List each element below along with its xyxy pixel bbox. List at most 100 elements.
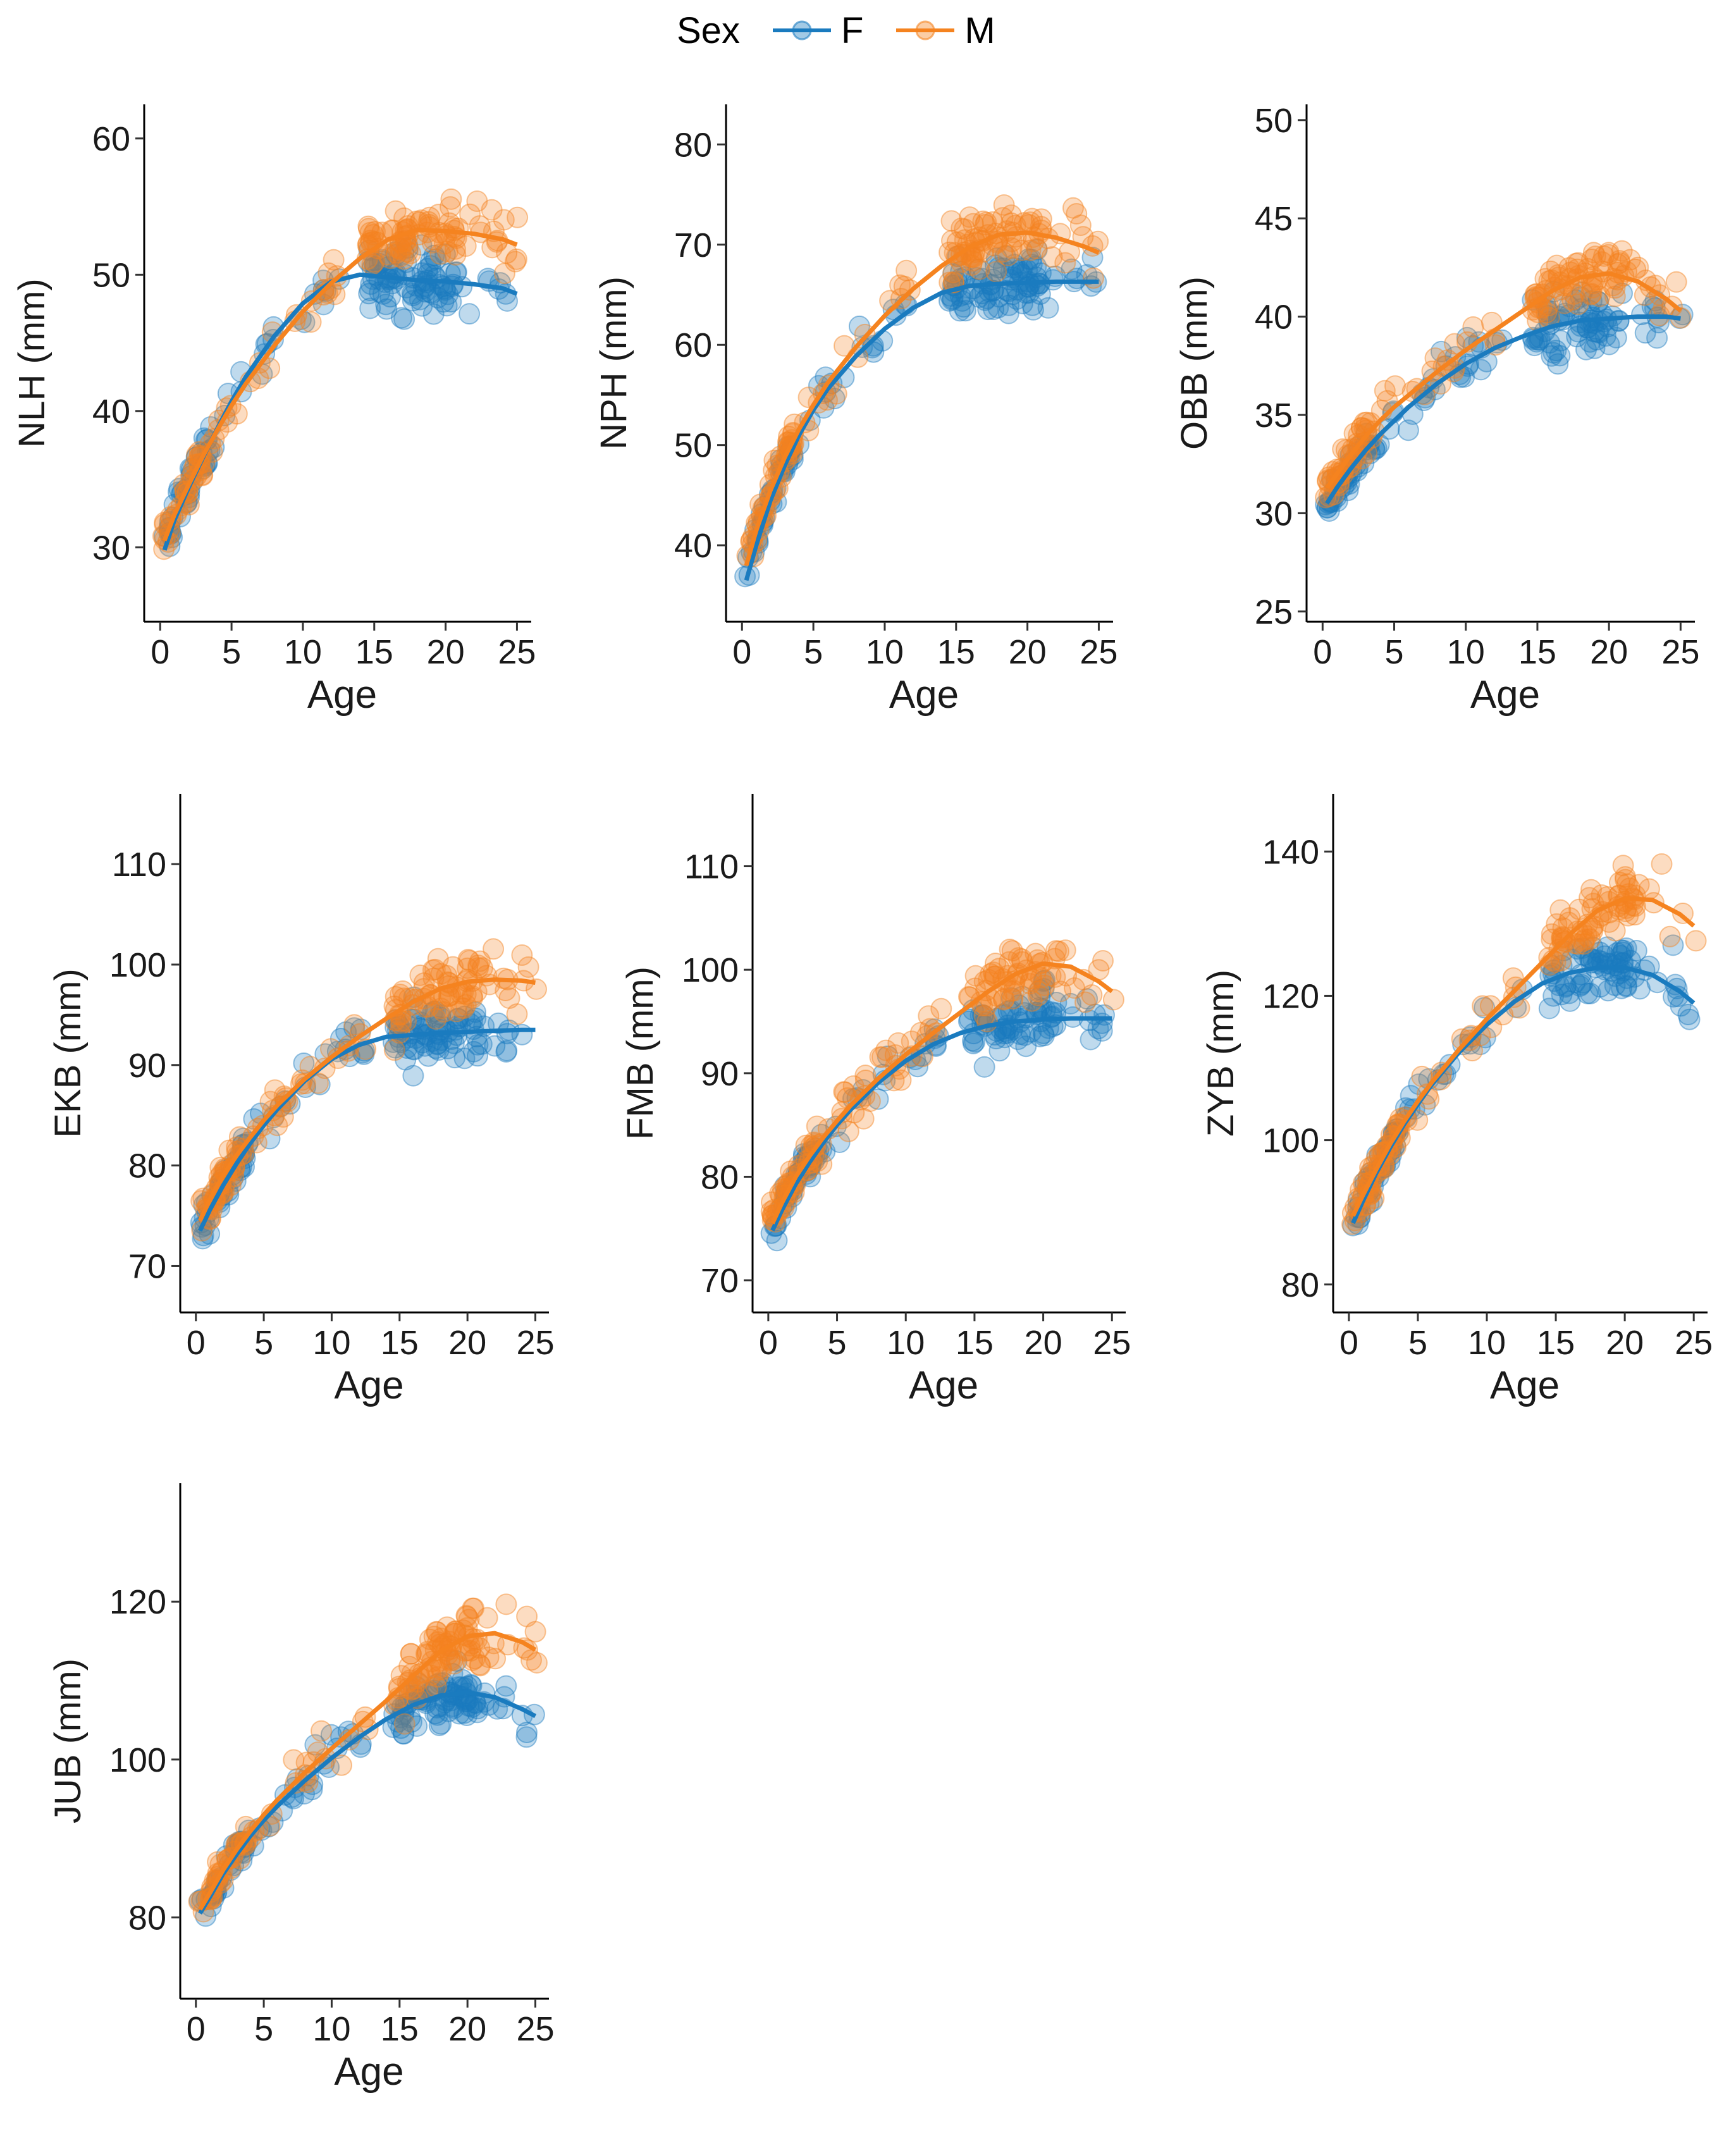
data-point [434, 243, 456, 265]
data-point [1619, 249, 1641, 271]
data-point [427, 947, 449, 970]
data-point [1571, 281, 1593, 303]
x-tick-label: 20 [427, 633, 465, 671]
data-point [1580, 283, 1602, 306]
data-point [423, 1626, 445, 1648]
data-point [520, 1649, 542, 1671]
y-tick-label: 25 [1255, 593, 1293, 631]
data-point [1026, 238, 1048, 261]
points-f [734, 238, 1107, 588]
data-point [1316, 497, 1338, 519]
data-point [833, 1081, 855, 1103]
data-point [397, 237, 419, 259]
fit-line-m [162, 227, 518, 541]
data-point [1337, 479, 1359, 502]
points-m [736, 194, 1109, 567]
data-point [972, 210, 994, 232]
data-point [421, 282, 443, 304]
data-point [1316, 497, 1338, 519]
data-point [311, 1720, 332, 1742]
data-point [390, 238, 412, 261]
data-point [395, 1049, 417, 1071]
data-point [453, 1047, 476, 1070]
data-point [359, 221, 381, 244]
y-tick-label: 45 [1255, 200, 1293, 238]
data-point [988, 257, 1010, 279]
data-point [428, 1039, 450, 1061]
data-point [421, 1002, 443, 1024]
y-axis-title: EKB (mm) [47, 968, 89, 1137]
data-point [1581, 277, 1603, 299]
x-tick-label: 25 [516, 2010, 554, 2048]
data-point [1007, 947, 1030, 969]
data-point [1536, 302, 1558, 324]
data-point [968, 258, 990, 280]
y-tick-label: 80 [128, 1147, 166, 1185]
y-axis-title: OBB (mm) [1174, 276, 1215, 450]
data-point [1029, 979, 1051, 1001]
x-tick-label: 5 [1408, 1324, 1427, 1362]
data-point [445, 244, 467, 266]
data-point [1034, 969, 1056, 991]
x-axis-title: Age [1470, 673, 1540, 717]
data-point [828, 1132, 851, 1153]
data-point [300, 311, 322, 333]
data-point [371, 250, 393, 273]
data-point [459, 203, 481, 225]
data-point [409, 288, 431, 311]
data-point [1004, 254, 1026, 276]
y-tick-label: 35 [1255, 397, 1293, 435]
data-point [504, 250, 526, 273]
data-point [343, 1014, 366, 1036]
data-point [498, 987, 520, 1009]
data-point [402, 285, 424, 307]
data-point [954, 218, 976, 240]
data-point [1570, 286, 1592, 308]
legend-swatch-m [896, 20, 955, 40]
data-point [395, 251, 417, 273]
data-point [1022, 299, 1044, 321]
data-point [461, 985, 483, 1007]
y-tick-label: 110 [684, 848, 739, 886]
data-point [1558, 257, 1580, 279]
data-point [359, 280, 381, 301]
y-tick-label: 100 [109, 1741, 166, 1779]
legend-key-f [772, 15, 832, 46]
data-point [1587, 290, 1609, 312]
data-point [376, 298, 398, 320]
data-point [930, 997, 952, 1020]
y-tick-label: 60 [92, 120, 130, 158]
y-tick-label: 140 [1262, 833, 1319, 871]
points-f [188, 1650, 545, 1927]
data-point [433, 291, 455, 313]
x-tick-label: 15 [381, 2010, 419, 2048]
data-point [1604, 285, 1626, 307]
x-axis-title: Age [1490, 1364, 1560, 1407]
data-point [967, 259, 989, 281]
data-point [496, 1040, 518, 1061]
data-point [1011, 257, 1033, 279]
x-tick-label: 5 [1385, 633, 1404, 671]
data-point [389, 237, 411, 259]
points-m [190, 938, 547, 1242]
data-point [312, 293, 335, 316]
data-point [481, 199, 503, 221]
data-point [403, 1039, 425, 1061]
data-point [1598, 333, 1620, 355]
data-point [973, 1056, 995, 1078]
data-point [976, 287, 998, 309]
data-point [433, 1001, 455, 1023]
data-point [998, 294, 1020, 316]
data-point [877, 1045, 899, 1067]
data-point [1585, 329, 1608, 351]
data-point [992, 207, 1014, 229]
y-tick-label: 80 [701, 1158, 739, 1196]
data-point [436, 295, 458, 317]
data-point [1021, 294, 1043, 316]
data-point [1627, 256, 1649, 278]
data-point [443, 217, 465, 239]
data-point [401, 283, 423, 305]
data-point [364, 221, 386, 243]
data-point [389, 245, 411, 268]
data-point [422, 967, 445, 989]
